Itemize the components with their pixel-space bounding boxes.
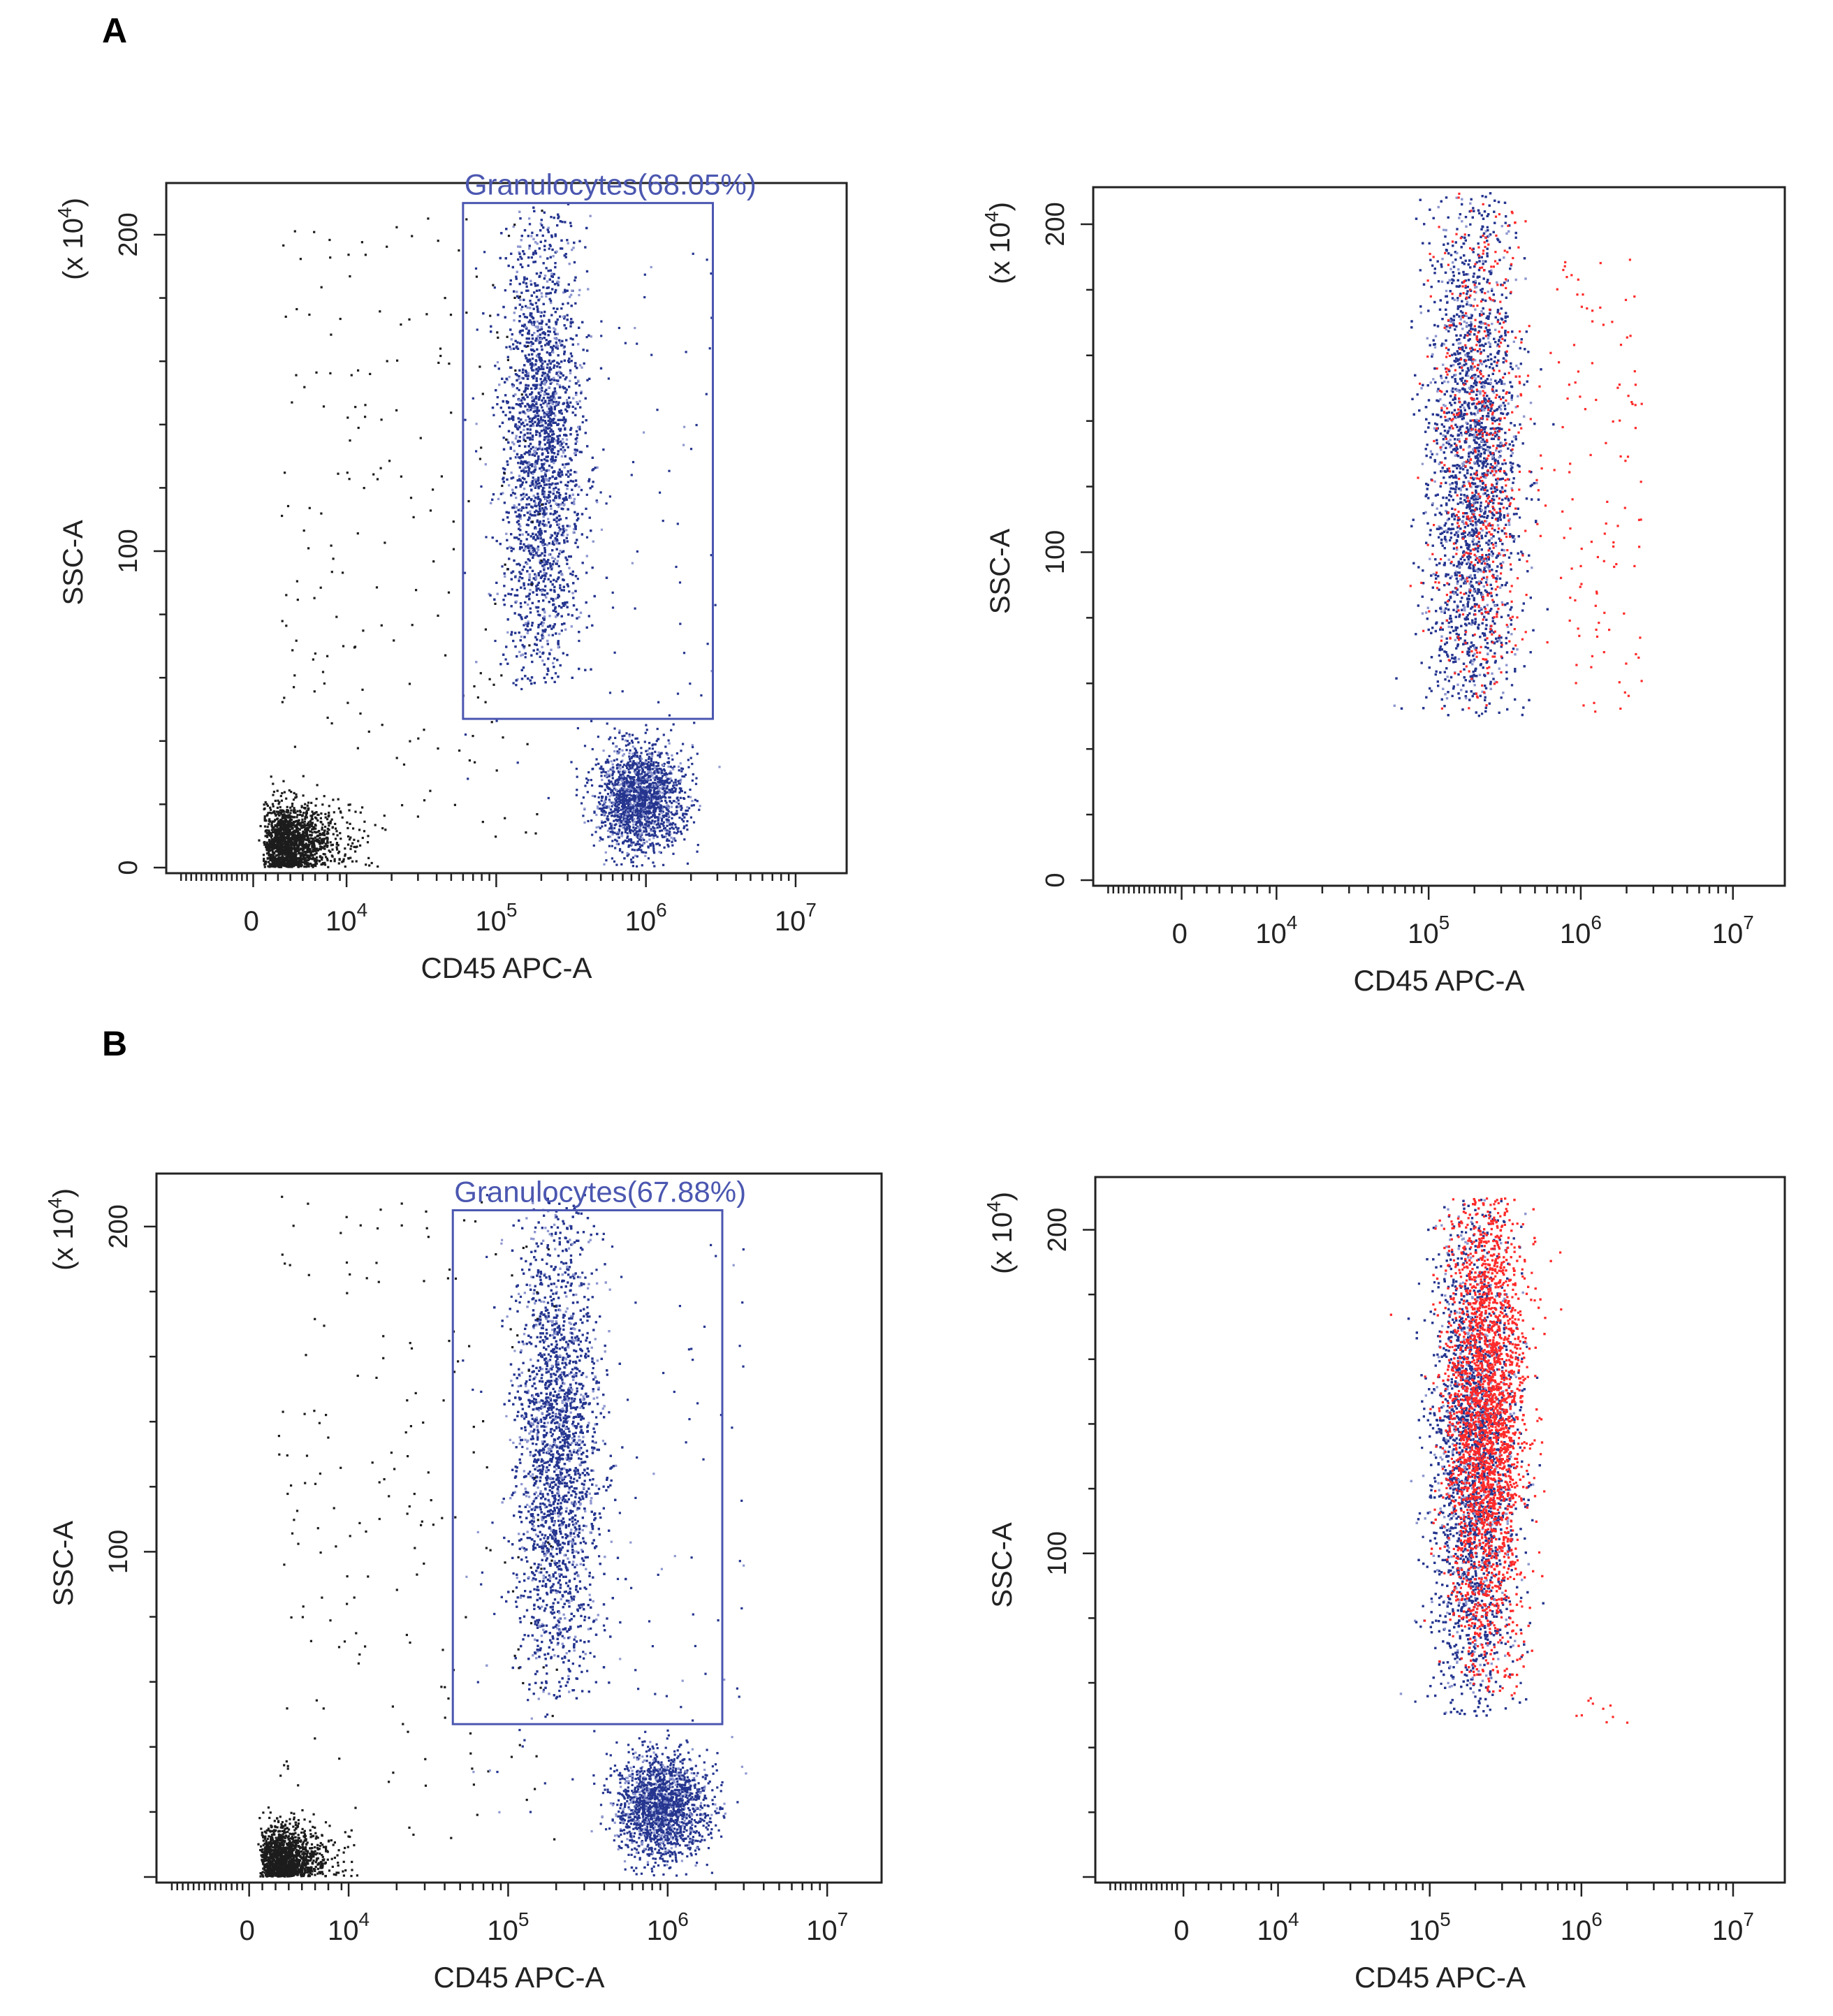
- y-tick-label: 0: [1041, 872, 1070, 887]
- gate-label: Granulocytes(68.05%): [465, 168, 757, 201]
- x-tick-label: 107: [775, 899, 817, 937]
- population-scatter: [277, 1195, 558, 1846]
- x-axis-title: CD45 APC-A: [421, 951, 592, 984]
- chart-B-left: Granulocytes(67.88%) 100 200 SSC-A (x 104) 0 1…: [44, 1172, 883, 1994]
- gate-label: Granulocytes(67.88%): [454, 1176, 746, 1208]
- data-points-B-right: [1389, 1197, 1629, 1724]
- y-tick-label: 100: [104, 1530, 133, 1574]
- population-granulocytes: [1393, 192, 1555, 717]
- x-axis-title: CD45 APC-A: [433, 1961, 604, 1994]
- y-axis-title: SSC-A: [58, 520, 89, 606]
- x-tick-label: 0: [1174, 1915, 1189, 1946]
- x-tick-label: 0: [244, 906, 259, 937]
- population-scatter-blue: [463, 247, 717, 805]
- population-positive-in-gate: [1409, 192, 1558, 710]
- x-tick-label: 107: [1712, 1908, 1754, 1946]
- data-points-B-left: [257, 1194, 747, 1878]
- y-scale-label: (x 104): [44, 1188, 79, 1271]
- granulocyte-gate: [462, 202, 714, 720]
- x-tick-label: 105: [475, 899, 517, 937]
- population-lymphocytes: [590, 1706, 747, 1877]
- population-debris: [258, 775, 404, 868]
- plot-frame: [1094, 1176, 1786, 1884]
- chart-A-right: 0 100 200 SSC-A (x 104) 0 104 105 106 107 CD45 APC…: [981, 186, 1786, 997]
- x-tick-label: 105: [1409, 1908, 1451, 1946]
- population-debris: [257, 1806, 358, 1878]
- y-axis-title: SSC-A: [985, 529, 1016, 615]
- x-tick-label: 104: [328, 1908, 370, 1946]
- x-tick-label: 106: [1560, 912, 1602, 949]
- data-points-A-left: [258, 203, 721, 868]
- x-tick-label: 104: [326, 899, 367, 937]
- population-positive-outliers: [1558, 258, 1643, 713]
- population-positive-outliers: [1575, 1697, 1629, 1724]
- x-axis-title: CD45 APC-A: [1353, 964, 1524, 997]
- y-tick-label: 200: [1041, 202, 1070, 246]
- panel-label-b: B: [102, 1023, 127, 1064]
- population-scatter-blue: [462, 1232, 745, 1813]
- x-axis-title: CD45 APC-A: [1354, 1961, 1526, 1994]
- plot-frame: [165, 182, 848, 875]
- x-tick-label: 107: [1712, 912, 1754, 949]
- y-tick-label: 200: [1043, 1208, 1072, 1252]
- y-scale-label: (x 104): [983, 1192, 1018, 1274]
- y-tick-label: 100: [114, 529, 143, 573]
- x-tick-label: 105: [487, 1908, 529, 1946]
- y-axis-title: SSC-A: [48, 1521, 79, 1607]
- y-tick-label: 100: [1041, 530, 1070, 574]
- chart-A-left: Granulocytes(68.05%) 0 100 200 SSC-A (x 104) 0…: [54, 168, 848, 984]
- y-scale-label: (x 104): [981, 202, 1016, 284]
- x-tick-label: 105: [1408, 912, 1449, 949]
- y-tick-label: 0: [114, 860, 143, 875]
- y-axis-title: SSC-A: [987, 1522, 1018, 1608]
- population-positive-in-gate: [1389, 1197, 1563, 1697]
- x-tick-label: 107: [806, 1908, 848, 1946]
- y-tick-label: 200: [104, 1204, 133, 1248]
- population-lymphocytes: [575, 701, 721, 868]
- plot-frame: [155, 1172, 883, 1884]
- y-tick-label: 200: [114, 212, 143, 256]
- data-points-A-right: [1393, 192, 1643, 717]
- y-scale-label: (x 104): [54, 198, 89, 280]
- chart-B-right: 100 200 SSC-A (x 104) 0 104 105 106 107 CD45 APC-…: [983, 1176, 1786, 1994]
- x-tick-label: 0: [240, 1915, 255, 1946]
- x-tick-label: 106: [625, 899, 667, 937]
- x-tick-label: 0: [1172, 919, 1188, 949]
- population-granulocytes: [475, 203, 608, 687]
- panel-label-a: A: [102, 10, 127, 51]
- population-scatter: [281, 210, 543, 838]
- y-tick-label: 100: [1043, 1531, 1072, 1575]
- x-tick-label: 106: [647, 1908, 689, 1946]
- x-tick-label: 104: [1257, 1908, 1299, 1946]
- granulocyte-gate: [451, 1209, 724, 1725]
- population-granulocytes: [485, 1194, 627, 1700]
- x-tick-label: 106: [1561, 1908, 1602, 1946]
- plot-frame: [1092, 186, 1786, 887]
- x-tick-label: 104: [1255, 912, 1297, 949]
